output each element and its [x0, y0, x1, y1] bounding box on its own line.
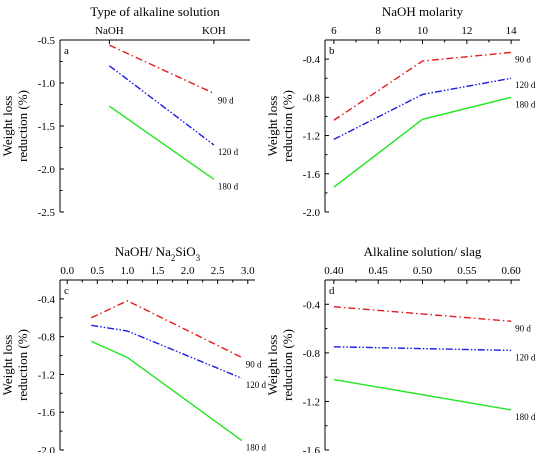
series-line-180d: [108, 105, 215, 180]
panel-title: NaOH molarity: [382, 4, 464, 19]
y-tick-label: -2.0: [38, 164, 56, 176]
series-label: 90 d: [515, 54, 531, 64]
series-label: 180 d: [515, 412, 536, 422]
panel-a: -0.5 -1.0 -1.5 -2.0 -2.5 NaOH KOH Type of alkal…: [0, 4, 250, 219]
x-tick-label: KOH: [202, 25, 226, 37]
series-line-120d: [91, 324, 243, 379]
series-line-180d: [333, 378, 512, 411]
x-tick-label: 6: [331, 25, 337, 37]
series-line-90d: [333, 306, 512, 322]
x-tick-label: 14: [506, 25, 518, 37]
y-tick-label: -1.5: [38, 121, 56, 133]
panel-letter: d: [329, 285, 335, 297]
x-tick-label: 0.45: [369, 265, 389, 277]
series-line-120d: [333, 346, 512, 352]
series-label: 120 d: [515, 80, 536, 90]
panel-title: Alkaline solution/ slag: [364, 244, 482, 259]
x-tick-label: 0.60: [502, 265, 522, 277]
y-tick-label: -1.2: [303, 131, 320, 143]
series-line-90d: [333, 51, 512, 121]
y-axis-label: Weight loss: [0, 335, 15, 396]
y-axis-label: Weight loss: [0, 96, 15, 157]
series-line-180d: [91, 340, 243, 442]
y-tick-label: -0.4: [303, 299, 321, 311]
panel-letter: b: [329, 45, 335, 57]
panel-letter: c: [64, 285, 69, 297]
y-tick-label: -1.6: [38, 407, 56, 419]
x-tick-label: 1.0: [121, 265, 135, 277]
y-tick-label: -2.0: [303, 207, 321, 219]
x-tick-label: NaOH: [95, 25, 124, 37]
y-tick-label: -2.5: [38, 207, 56, 219]
series-line-180d: [333, 96, 512, 188]
y-tick-label: -0.4: [303, 54, 321, 66]
series-line-120d: [108, 65, 215, 146]
y-axis-label: reduction (%): [15, 329, 30, 401]
y-tick-label: -1.0: [38, 78, 56, 90]
y-tick-label: -0.5: [38, 35, 56, 47]
y-tick-label: -1.2: [303, 396, 320, 408]
y-tick-label: -1.6: [303, 445, 321, 453]
series-label: 120 d: [515, 352, 536, 362]
x-tick-label: 0.0: [60, 265, 74, 277]
series-label: 120 d: [218, 147, 239, 157]
x-tick-label: 8: [375, 25, 381, 37]
y-axis-label: reduction (%): [280, 90, 295, 162]
y-tick-label: -0.8: [38, 332, 56, 344]
panel-letter: a: [64, 45, 69, 57]
x-tick-label: 2.0: [181, 265, 195, 277]
x-tick-label: 0.50: [413, 265, 433, 277]
y-tick-label: -0.8: [303, 348, 321, 360]
series-label: 90 d: [218, 95, 234, 105]
y-tick-label: -0.8: [303, 92, 321, 104]
panel-b: -0.4 -0.8 -1.2 -1.6 -2.0 6 8 10 12 14 NaOH molarit…: [265, 4, 536, 219]
y-tick-label: -2.0: [38, 445, 56, 453]
series-label: 180 d: [515, 99, 536, 109]
x-tick-label: 12: [461, 25, 472, 37]
series-label: 90 d: [246, 359, 262, 369]
x-tick-label: 1.5: [151, 265, 165, 277]
panel-c: -0.4 -0.8 -1.2 -1.6 -2.0 0.0 0.5 1.0 1.5 2.0 2.5 3.…: [0, 244, 267, 453]
x-tick-label: 3.0: [241, 265, 255, 277]
series-label: 180 d: [218, 181, 239, 191]
y-tick-label: -1.2: [38, 369, 55, 381]
series-line-90d: [90, 300, 243, 359]
series-label: 180 d: [246, 443, 267, 453]
panel-d: -0.4 -0.8 -1.2 -1.6 0.40 0.45 0.50 0.55 0.60 Alka…: [265, 244, 536, 453]
x-tick-label: 10: [417, 25, 429, 37]
series-label: 90 d: [515, 323, 531, 333]
y-tick-label: -1.6: [303, 169, 321, 181]
y-axis-label: Weight loss: [265, 96, 280, 157]
y-axis-label: reduction (%): [280, 329, 295, 401]
x-tick-label: 0.40: [324, 265, 344, 277]
panel-title: NaOH/ Na2SiO3: [115, 244, 201, 263]
x-tick-label: 0.55: [457, 265, 477, 277]
y-axis-label: Weight loss: [265, 335, 280, 396]
panel-title: Type of alkaline solution: [90, 4, 220, 19]
x-tick-label: 0.5: [90, 265, 104, 277]
series-line-120d: [333, 77, 512, 141]
x-tick-label: 2.5: [211, 265, 225, 277]
y-axis-label: reduction (%): [15, 90, 30, 162]
series-line-90d: [109, 44, 215, 94]
series-label: 120 d: [246, 380, 267, 390]
y-tick-label: -0.4: [38, 294, 56, 306]
